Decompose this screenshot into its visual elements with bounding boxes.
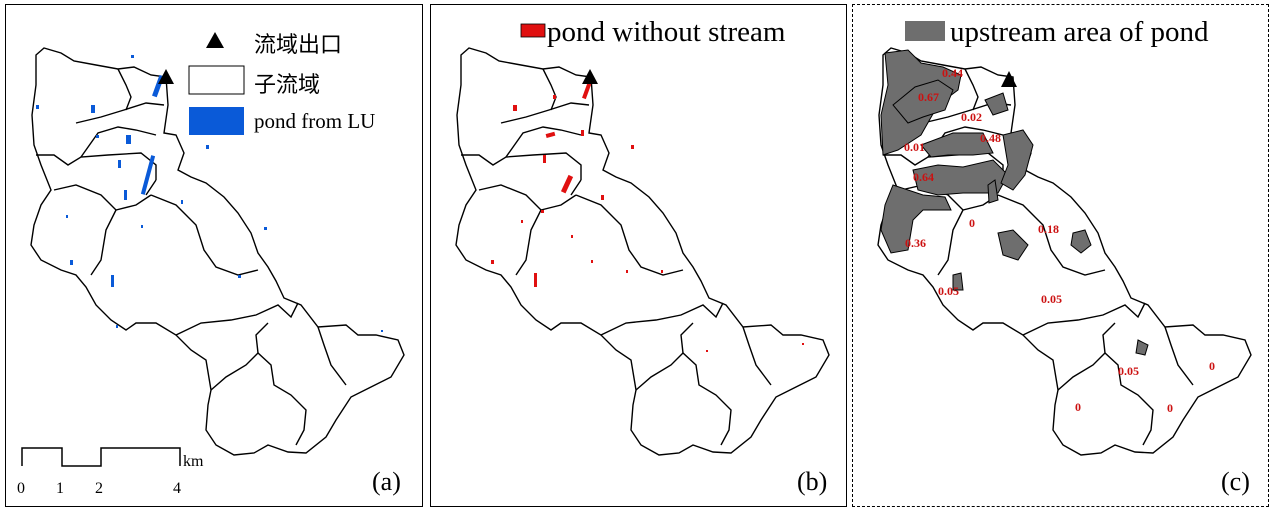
outlet-icon xyxy=(158,69,174,84)
subbasin-value: 0.67 xyxy=(918,90,939,104)
scale-tick-4: 4 xyxy=(173,480,181,497)
outlet-icon xyxy=(582,69,598,84)
subbasin-value: 0.36 xyxy=(905,236,926,250)
watershed-map-b xyxy=(455,23,830,456)
map-panel-a: 0 1 2 4 km 流域出口 子流域 pond from LU (a) xyxy=(5,4,423,507)
subbasin-value: 0.18 xyxy=(1038,222,1059,236)
subbasin-value: 0 xyxy=(969,216,975,230)
scale-tick-0: 0 xyxy=(17,480,25,497)
outlet-icon xyxy=(1001,71,1017,87)
subbasin-value: 0 xyxy=(1209,359,1215,373)
legend-upstream-swatch xyxy=(905,21,945,41)
scale-tick-1: 1 xyxy=(56,480,64,497)
subbasin-value: 0.01 xyxy=(904,140,925,154)
subbasin-value: 0.05 xyxy=(1041,292,1062,306)
scale-tick-2: 2 xyxy=(95,480,103,497)
upstream-area-layer xyxy=(880,49,1149,356)
panel-label-a: (a) xyxy=(372,467,401,496)
scale-unit: km xyxy=(183,453,204,470)
legend-pond-label: pond from LU xyxy=(254,109,376,133)
subbasin-value: 0 xyxy=(1075,400,1081,414)
legend-pond-swatch xyxy=(189,107,244,135)
subbasin-value: 0.05 xyxy=(1118,364,1139,378)
legend-pond-label: pond without stream xyxy=(547,16,786,48)
subbasin-value: 0.48 xyxy=(980,131,1001,145)
subbasin-boundaries xyxy=(455,47,830,456)
map-panel-c: 0.44 0.67 0.02 0.48 0.01 0.64 0 0.18 0.3… xyxy=(852,4,1269,507)
legend-outlet-label: 流域出口 xyxy=(254,33,343,58)
scale-bar xyxy=(21,447,181,467)
subbasin-value: 0.64 xyxy=(913,170,934,184)
subbasin-value: 0 xyxy=(1167,401,1173,415)
panel-label-c: (c) xyxy=(1221,467,1250,496)
subbasin-value: 0.05 xyxy=(938,284,959,298)
legend-subbasin-swatch xyxy=(188,65,245,95)
watershed-map-a: 0 1 2 4 km xyxy=(17,32,405,497)
subbasin-value: 0.02 xyxy=(961,110,982,124)
pond-without-stream-layer xyxy=(491,82,804,352)
legend-upstream-label: upstream area of pond xyxy=(950,16,1209,48)
subbasin-value: 0.44 xyxy=(942,66,963,80)
map-panel-b: pond without stream (b) xyxy=(430,4,847,507)
panel-label-b: (b) xyxy=(797,467,828,496)
watershed-map-c: 0.44 0.67 0.02 0.48 0.01 0.64 0 0.18 0.3… xyxy=(877,21,1252,456)
legend-outlet-icon xyxy=(206,32,224,48)
legend-pond-swatch xyxy=(520,23,546,38)
legend-subbasin-label: 子流域 xyxy=(254,73,321,98)
